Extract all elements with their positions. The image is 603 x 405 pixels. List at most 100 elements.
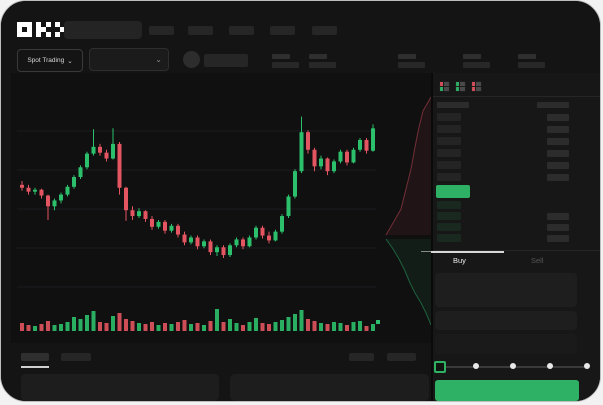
orderbook-amount-header <box>537 102 569 108</box>
tab-buy[interactable]: Buy <box>453 256 466 265</box>
price-input[interactable] <box>435 273 577 307</box>
market-type-dropdown[interactable]: Spot Trading ⌄ <box>17 49 83 72</box>
candle-body <box>39 189 44 196</box>
icon-cell <box>460 82 465 84</box>
ask-price[interactable] <box>437 137 461 145</box>
icon-cell <box>476 82 481 84</box>
bid-price[interactable] <box>437 201 461 209</box>
volume-bar <box>46 321 50 331</box>
tab-sell[interactable]: Sell <box>531 256 544 265</box>
ask-price[interactable] <box>437 113 461 121</box>
volume-bar <box>247 322 252 331</box>
slider-stop-dot[interactable] <box>584 363 590 369</box>
last-trade-marker <box>376 320 380 324</box>
bottom-right-action[interactable] <box>349 353 374 361</box>
candle-body <box>176 225 180 235</box>
ticker-stat-label <box>272 54 290 59</box>
volume-bar <box>20 323 24 331</box>
slider-stop-dot[interactable] <box>473 363 479 369</box>
slider-stop-dot[interactable] <box>547 363 553 369</box>
bid-price[interactable] <box>437 234 461 242</box>
icon-row <box>440 86 449 89</box>
candle-body <box>371 128 375 151</box>
amount-input[interactable] <box>435 311 577 330</box>
candlestick-chart[interactable] <box>11 73 432 343</box>
bottom-tab-underline <box>21 366 49 368</box>
volume-bar <box>78 319 83 331</box>
ticker-stat-value <box>518 62 545 68</box>
candle-body <box>182 234 187 243</box>
bottom-panel-left[interactable] <box>21 374 219 401</box>
pair-name-placeholder[interactable] <box>204 54 248 67</box>
search-input[interactable] <box>64 21 142 39</box>
icon-row <box>440 84 449 87</box>
bottom-panel-right[interactable] <box>230 374 429 401</box>
volume-bar <box>221 322 226 331</box>
ask-price[interactable] <box>437 161 461 169</box>
candle-body <box>325 158 330 172</box>
candle-body <box>163 221 167 231</box>
volume-bar <box>208 321 213 331</box>
candle-body <box>117 143 122 188</box>
volume-bar <box>91 311 96 331</box>
volume-bar <box>65 322 70 331</box>
icon-row <box>456 86 465 89</box>
book-all-icon[interactable] <box>439 81 450 92</box>
nav-item[interactable] <box>149 26 174 35</box>
volume-bar <box>33 326 37 331</box>
volume-bar <box>111 316 115 331</box>
volume-bar <box>306 319 310 331</box>
candle-body <box>189 237 193 243</box>
candle-body <box>247 237 252 247</box>
bottom-tab[interactable] <box>61 353 91 361</box>
ask-price[interactable] <box>437 149 461 157</box>
volume-bar <box>267 324 271 331</box>
volume-bar <box>345 325 349 331</box>
candle-body <box>33 189 37 192</box>
percent-slider-handle[interactable] <box>434 361 446 373</box>
nav-item[interactable] <box>229 26 254 35</box>
icon-row <box>440 89 449 91</box>
icon-cell <box>440 82 443 84</box>
bid-amount <box>547 224 569 231</box>
volume-bar <box>371 324 375 331</box>
candle-body <box>332 161 336 172</box>
bid-price[interactable] <box>437 212 461 220</box>
slider-stop-dot[interactable] <box>510 363 516 369</box>
last-price-badge[interactable] <box>436 185 470 198</box>
candle-body <box>312 149 317 167</box>
orderbook-price-header <box>437 102 469 108</box>
ask-amount <box>547 162 569 169</box>
ask-price[interactable] <box>437 173 461 181</box>
volume-bar <box>52 325 57 331</box>
bottom-right-action[interactable] <box>387 353 416 361</box>
nav-item[interactable] <box>188 26 213 35</box>
buy-submit-button[interactable] <box>435 380 579 401</box>
icon-row <box>456 89 465 91</box>
candle-body <box>85 153 89 168</box>
ask-price[interactable] <box>437 125 461 133</box>
depth-asks-area <box>386 97 431 235</box>
candle-body <box>215 247 219 253</box>
ask-amount <box>547 126 569 133</box>
ticker-stat-label <box>309 54 327 59</box>
volume-bar <box>72 317 76 331</box>
volume-bar <box>286 317 291 331</box>
book-bids-icon[interactable] <box>455 81 466 92</box>
book-asks-icon[interactable] <box>471 81 482 92</box>
chevron-down-icon: ⌄ <box>155 55 162 64</box>
total-input[interactable] <box>435 334 577 354</box>
nav-item[interactable] <box>270 26 295 35</box>
candle-body <box>338 151 343 162</box>
candle-body <box>293 171 297 197</box>
bottom-tab-active[interactable] <box>21 353 49 361</box>
candle-body <box>345 151 349 163</box>
candle-body <box>195 237 200 247</box>
symbol-select[interactable]: ⌄ <box>89 48 169 71</box>
trade-panel-divider <box>433 250 600 251</box>
nav-item[interactable] <box>312 26 337 35</box>
volume-bar <box>156 325 161 331</box>
icon-cell <box>472 82 475 84</box>
bid-price[interactable] <box>437 223 461 231</box>
